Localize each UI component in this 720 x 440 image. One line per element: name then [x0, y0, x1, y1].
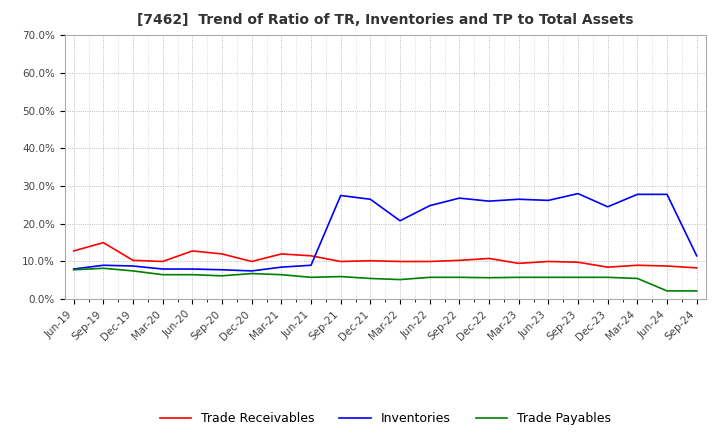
Inventories	[544, 198, 553, 203]
Trade Payables	[662, 288, 671, 293]
Trade Payables	[69, 267, 78, 272]
Inventories	[248, 268, 256, 274]
Inventories	[188, 266, 197, 271]
Trade Receivables	[129, 258, 138, 263]
Trade Payables	[336, 274, 345, 279]
Inventories	[69, 266, 78, 271]
Trade Payables	[514, 275, 523, 280]
Trade Payables	[455, 275, 464, 280]
Trade Payables	[574, 275, 582, 280]
Trade Receivables	[662, 264, 671, 269]
Trade Payables	[366, 276, 374, 281]
Inventories	[396, 218, 405, 224]
Trade Payables	[248, 271, 256, 276]
Inventories	[455, 195, 464, 201]
Inventories	[633, 192, 642, 197]
Inventories	[158, 266, 167, 271]
Trade Receivables	[307, 253, 315, 258]
Trade Payables	[485, 275, 493, 280]
Trade Payables	[693, 288, 701, 293]
Trade Payables	[158, 272, 167, 277]
Trade Receivables	[455, 258, 464, 263]
Trade Receivables	[426, 259, 434, 264]
Inventories	[217, 267, 226, 272]
Trade Receivables	[693, 265, 701, 271]
Legend: Trade Receivables, Inventories, Trade Payables: Trade Receivables, Inventories, Trade Pa…	[155, 407, 616, 430]
Trade Payables	[129, 268, 138, 274]
Inventories	[485, 198, 493, 204]
Line: Trade Payables: Trade Payables	[73, 268, 697, 291]
Trade Payables	[544, 275, 553, 280]
Trade Receivables	[544, 259, 553, 264]
Trade Receivables	[99, 240, 108, 245]
Inventories	[693, 253, 701, 258]
Trade Receivables	[603, 264, 612, 270]
Trade Payables	[396, 277, 405, 282]
Title: [7462]  Trend of Ratio of TR, Inventories and TP to Total Assets: [7462] Trend of Ratio of TR, Inventories…	[137, 13, 634, 27]
Trade Receivables	[514, 261, 523, 266]
Inventories	[662, 192, 671, 197]
Trade Payables	[603, 275, 612, 280]
Inventories	[574, 191, 582, 196]
Trade Receivables	[158, 259, 167, 264]
Trade Receivables	[574, 260, 582, 265]
Inventories	[426, 203, 434, 208]
Trade Receivables	[69, 248, 78, 253]
Trade Receivables	[366, 258, 374, 264]
Inventories	[514, 197, 523, 202]
Trade Receivables	[188, 248, 197, 253]
Trade Payables	[188, 272, 197, 277]
Trade Receivables	[217, 251, 226, 257]
Inventories	[307, 263, 315, 268]
Line: Inventories: Inventories	[73, 194, 697, 271]
Inventories	[603, 204, 612, 209]
Inventories	[336, 193, 345, 198]
Trade Receivables	[485, 256, 493, 261]
Line: Trade Receivables: Trade Receivables	[73, 242, 697, 268]
Trade Receivables	[248, 259, 256, 264]
Trade Payables	[99, 266, 108, 271]
Trade Payables	[217, 273, 226, 279]
Trade Receivables	[633, 263, 642, 268]
Trade Receivables	[396, 259, 405, 264]
Trade Receivables	[277, 251, 286, 257]
Inventories	[277, 264, 286, 270]
Inventories	[366, 197, 374, 202]
Trade Payables	[426, 275, 434, 280]
Inventories	[99, 263, 108, 268]
Trade Receivables	[336, 259, 345, 264]
Inventories	[129, 264, 138, 269]
Trade Payables	[633, 276, 642, 281]
Trade Payables	[277, 272, 286, 277]
Trade Payables	[307, 275, 315, 280]
